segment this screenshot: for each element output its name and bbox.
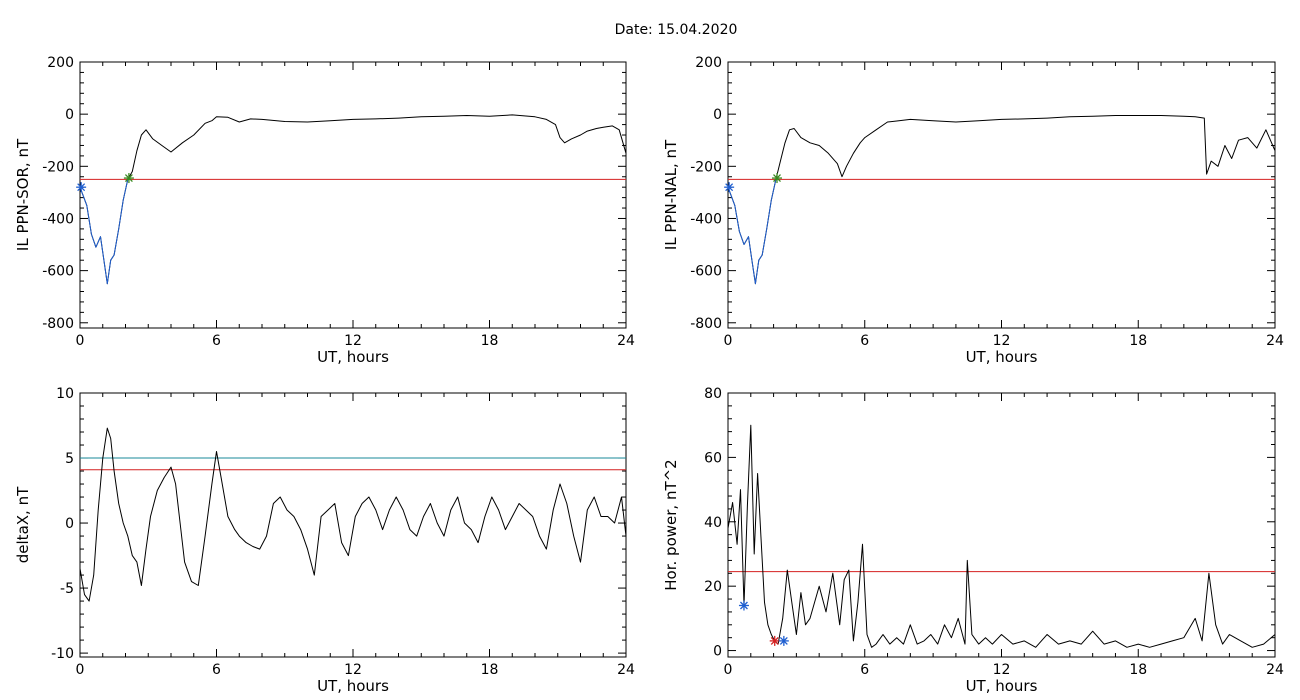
panel-il-ppn-nal: 0 6 12 18 24 200 0 -200 -400 -600 -800 UT, hours IL … <box>662 55 1284 366</box>
series-line-black <box>727 115 1276 285</box>
x-tick-label: 0 <box>724 333 733 349</box>
y-tick-label: 60 <box>704 450 722 466</box>
y-tick-label: -10 <box>51 646 74 662</box>
marker-stroke <box>779 636 788 645</box>
y-tick-label: 200 <box>695 55 722 71</box>
x-tick-label: 0 <box>76 662 85 678</box>
y-tick-label: 10 <box>56 386 74 402</box>
marker-asterisk-blue <box>778 635 789 646</box>
y-tick-label: 200 <box>47 55 74 71</box>
y-tick-label: -200 <box>690 159 722 175</box>
plot-frame <box>79 61 627 329</box>
marker-asterisk-green <box>772 173 783 184</box>
marker-stroke <box>739 601 748 610</box>
plot-frame <box>79 392 627 658</box>
series-line-blue <box>79 179 129 285</box>
x-tick-label: 6 <box>860 333 869 349</box>
marker-asterisk-blue <box>738 600 749 611</box>
x-tick-label: 18 <box>1129 333 1147 349</box>
x-tick-label: 18 <box>481 333 499 349</box>
marker-asterisk-red <box>769 635 780 646</box>
y-axis-label: IL PPN-SOR, nT <box>14 138 32 251</box>
x-tick-label: 18 <box>481 662 499 678</box>
x-tick-label: 6 <box>860 662 869 678</box>
x-tick-label: 24 <box>617 333 635 349</box>
x-tick-label: 24 <box>1266 662 1284 678</box>
y-tick-label: 0 <box>713 107 722 123</box>
marker-stroke <box>77 183 86 192</box>
x-tick-label: 24 <box>617 662 635 678</box>
x-tick-label: 12 <box>993 333 1011 349</box>
panel-deltax: 0 6 12 18 24 10 5 0 -5 -10 UT, hours deltaX, nT <box>14 386 635 695</box>
x-tick-label: 6 <box>212 333 221 349</box>
x-tick-label: 18 <box>1129 662 1147 678</box>
panel-il-ppn-sor: 0 6 12 18 24 200 0 -200 -400 -600 -800 UT, hours IL … <box>14 55 635 366</box>
y-tick-label: 5 <box>65 451 74 467</box>
x-axis-label: UT, hours <box>317 677 389 695</box>
y-tick-label: -800 <box>42 316 74 332</box>
y-tick-label: 40 <box>704 515 722 531</box>
y-axis-label: IL PPN-NAL, nT <box>662 139 680 250</box>
y-tick-label: 0 <box>65 516 74 532</box>
y-tick-label: 0 <box>713 644 722 660</box>
panel-hor-power: 0 6 12 18 24 80 60 40 20 0 UT, hours Hor. power, nT… <box>662 386 1284 695</box>
x-tick-label: 6 <box>212 662 221 678</box>
figure-title: Date: 15.04.2020 <box>615 22 738 38</box>
plot-frame <box>727 61 1276 329</box>
marker-stroke <box>773 174 781 183</box>
y-tick-label: -400 <box>42 211 74 227</box>
x-tick-label: 24 <box>1266 333 1284 349</box>
marker-asterisk-green <box>123 173 134 184</box>
series-line-black <box>79 427 627 602</box>
series-line-black <box>727 424 1276 648</box>
y-axis-label: Hor. power, nT^2 <box>662 459 680 590</box>
marker-stroke <box>725 183 734 192</box>
x-axis-label: UT, hours <box>317 348 389 366</box>
y-tick-label: 0 <box>65 107 74 123</box>
y-tick-label: -600 <box>42 264 74 280</box>
series-line-black <box>79 114 627 285</box>
x-tick-label: 0 <box>76 333 85 349</box>
series-line-blue <box>727 179 777 285</box>
y-tick-label: -400 <box>690 211 722 227</box>
y-tick-label: -5 <box>60 581 74 597</box>
x-axis-label: UT, hours <box>966 677 1038 695</box>
y-tick-label: -600 <box>690 264 722 280</box>
marker-asterisk-blue <box>724 182 735 193</box>
x-axis-label: UT, hours <box>966 348 1038 366</box>
x-tick-label: 12 <box>344 333 362 349</box>
y-axis-label: deltaX, nT <box>14 486 32 563</box>
x-tick-label: 12 <box>993 662 1011 678</box>
x-tick-label: 12 <box>344 662 362 678</box>
y-tick-label: 20 <box>704 579 722 595</box>
x-tick-label: 0 <box>724 662 733 678</box>
y-tick-label: 80 <box>704 386 722 402</box>
y-tick-label: -800 <box>690 316 722 332</box>
marker-stroke <box>770 636 779 645</box>
marker-stroke <box>124 174 133 183</box>
marker-asterisk-blue <box>76 182 87 193</box>
y-tick-label: -200 <box>42 159 74 175</box>
